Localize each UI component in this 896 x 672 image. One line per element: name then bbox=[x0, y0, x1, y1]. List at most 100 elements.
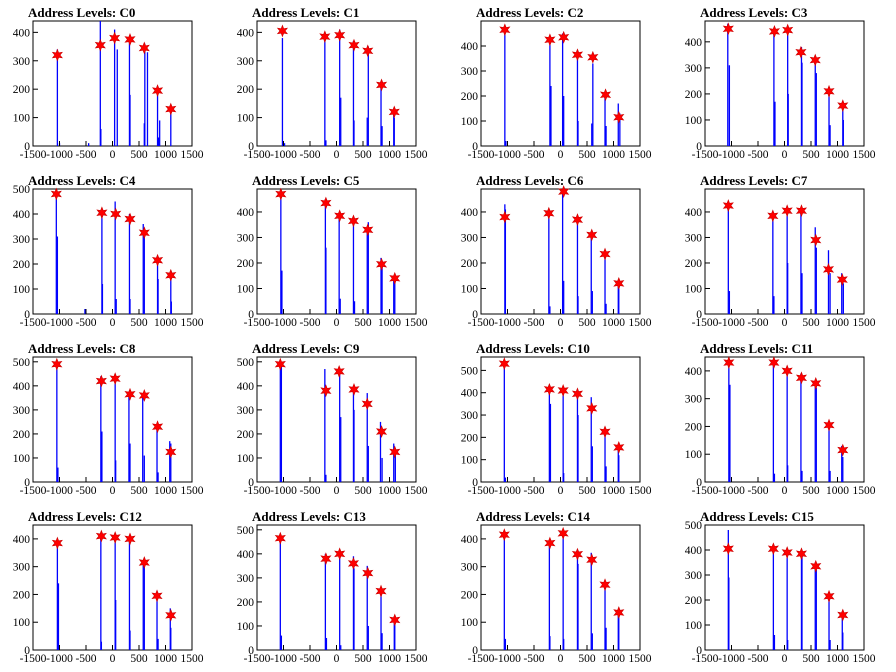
x-tick-label: 0 bbox=[334, 149, 340, 161]
peak-marker bbox=[810, 376, 822, 390]
x-tick-label: 1500 bbox=[405, 149, 428, 161]
peak-marker bbox=[347, 214, 360, 228]
y-tick-label: 500 bbox=[13, 357, 31, 369]
y-tick-label: 100 bbox=[13, 453, 31, 465]
y-tick-label: 100 bbox=[13, 113, 31, 125]
y-tick-label: 0 bbox=[696, 477, 702, 489]
histogram-chart: Address Levels: C13 0 100 200 300 400 500 -1500… bbox=[237, 509, 428, 665]
peak-marker bbox=[809, 53, 821, 67]
y-tick-label: 200 bbox=[461, 589, 479, 601]
x-tick-label: 0 bbox=[110, 149, 116, 161]
x-tick-label: 0 bbox=[782, 149, 788, 161]
y-tick-label: 400 bbox=[237, 27, 255, 39]
peak-marker bbox=[822, 262, 835, 276]
x-tick-label: -1000 bbox=[270, 653, 297, 665]
x-tick-label: 500 bbox=[578, 149, 596, 161]
histogram-chart: Address Levels: C90100200300400500-1500-… bbox=[237, 341, 428, 497]
y-tick-label: 100 bbox=[685, 283, 703, 295]
x-tick-label: 1500 bbox=[853, 653, 876, 665]
x-tick-label: -1000 bbox=[494, 149, 521, 161]
y-tick-label: 100 bbox=[237, 283, 255, 295]
y-tick-label: 400 bbox=[685, 366, 703, 378]
peak-marker bbox=[558, 185, 570, 198]
histogram-chart: Address Levels: C1 0 100 200 300 400 -1500 -100… bbox=[237, 5, 428, 161]
chart-title: Address Levels: C6 bbox=[476, 173, 584, 188]
y-tick-label: 400 bbox=[685, 37, 703, 49]
histogram-chart: Address Levels: C11 0 100 200 300 400 -1500 -10… bbox=[685, 341, 876, 497]
x-tick-label: -1000 bbox=[718, 485, 745, 497]
y-tick-label: 400 bbox=[13, 534, 31, 546]
peak-marker bbox=[782, 23, 794, 37]
chart-title: Address Levels: C3 bbox=[700, 5, 808, 20]
chart-title: Address Levels: C11 bbox=[700, 341, 813, 356]
x-tick-label: -1500 bbox=[468, 485, 495, 497]
x-tick-label: 500 bbox=[354, 653, 372, 665]
y-tick-label: 200 bbox=[237, 84, 255, 96]
peak-marker bbox=[138, 226, 150, 240]
peak-marker bbox=[109, 531, 121, 544]
x-tick-label: -1500 bbox=[692, 149, 719, 161]
x-tick-label: 1500 bbox=[629, 653, 652, 665]
x-tick-label: -1000 bbox=[718, 653, 745, 665]
peak-marker bbox=[613, 110, 625, 124]
histogram-panel: Address Levels: C13 0 100 200 300 400 500 -1500… bbox=[224, 504, 448, 672]
y-tick-label: 200 bbox=[13, 589, 31, 601]
peak-marker bbox=[498, 528, 510, 542]
peak-marker bbox=[571, 387, 584, 401]
peak-marker bbox=[571, 547, 584, 561]
x-tick-label: -500 bbox=[299, 485, 320, 497]
x-tick-label: -1500 bbox=[692, 317, 719, 329]
histogram-chart: Address Levels: C15 0 100 200 300 400 500 -1500… bbox=[685, 509, 876, 665]
x-tick-label: -500 bbox=[299, 653, 320, 665]
peak-marker bbox=[795, 371, 808, 385]
peak-marker bbox=[124, 532, 136, 546]
peak-marker bbox=[124, 33, 136, 46]
x-tick-label: 1500 bbox=[853, 149, 876, 161]
histogram-panel: Address Levels: C1 0 100 200 300 400 -1500 -100… bbox=[224, 0, 448, 168]
x-tick-label: 500 bbox=[130, 485, 148, 497]
x-tick-label: 1000 bbox=[154, 485, 177, 497]
peak-marker bbox=[375, 257, 388, 271]
x-tick-label: -1000 bbox=[46, 485, 73, 497]
peak-marker bbox=[558, 30, 570, 44]
peak-marker bbox=[151, 84, 164, 98]
y-tick-label: 300 bbox=[13, 234, 31, 246]
y-tick-label: 500 bbox=[461, 365, 479, 377]
y-tick-label: 0 bbox=[248, 141, 254, 153]
peak-marker bbox=[109, 31, 121, 45]
peak-marker bbox=[51, 357, 63, 371]
x-tick-label: 500 bbox=[802, 149, 820, 161]
y-tick-label: 300 bbox=[461, 562, 479, 574]
y-tick-label: 0 bbox=[472, 477, 478, 489]
chart-title: Address Levels: C15 bbox=[700, 509, 814, 524]
y-tick-label: 100 bbox=[13, 617, 31, 629]
x-tick-label: 1000 bbox=[602, 653, 625, 665]
x-tick-label: 1500 bbox=[629, 149, 652, 161]
x-tick-label: -1000 bbox=[270, 317, 297, 329]
peak-marker bbox=[795, 204, 808, 218]
x-tick-label: -1500 bbox=[244, 149, 271, 161]
x-tick-label: 0 bbox=[334, 317, 340, 329]
x-tick-label: 1000 bbox=[826, 317, 849, 329]
y-tick-label: 500 bbox=[237, 357, 255, 369]
peak-marker bbox=[836, 273, 848, 286]
peak-marker bbox=[109, 372, 121, 386]
x-tick-label: -500 bbox=[299, 149, 320, 161]
peak-marker bbox=[165, 102, 177, 116]
y-tick-label: 400 bbox=[237, 549, 255, 561]
y-tick-label: 0 bbox=[248, 645, 254, 657]
peak-marker bbox=[151, 589, 163, 603]
peak-marker bbox=[334, 209, 346, 223]
y-tick-label: 300 bbox=[237, 232, 255, 244]
peak-marker bbox=[781, 546, 793, 559]
peak-marker bbox=[837, 443, 849, 457]
x-tick-label: 1000 bbox=[378, 317, 401, 329]
x-tick-label: 1000 bbox=[602, 317, 625, 329]
peak-marker bbox=[95, 529, 107, 543]
peak-marker bbox=[810, 233, 822, 247]
histogram-chart: Address Levels: C12 0 100 200 300 400 -1500 -10… bbox=[13, 509, 204, 665]
y-tick-label: 300 bbox=[237, 573, 255, 585]
x-tick-label: 500 bbox=[354, 317, 372, 329]
x-tick-label: -1500 bbox=[468, 317, 495, 329]
y-tick-label: 0 bbox=[696, 645, 702, 657]
